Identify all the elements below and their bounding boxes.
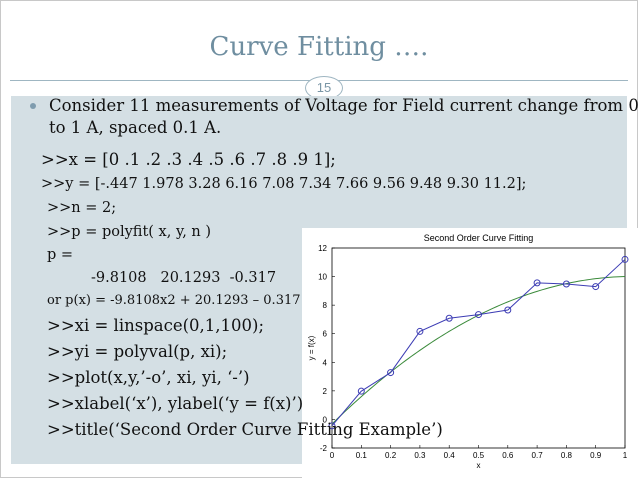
data-point-marker	[592, 283, 600, 291]
x-tick-label: 0.8	[561, 451, 573, 460]
x-tick-label: 0.7	[532, 451, 544, 460]
data-point-marker	[357, 387, 365, 395]
data-point-marker	[387, 369, 395, 377]
x-tick-label: 0.6	[502, 451, 514, 460]
x-tick-label: 0.9	[590, 451, 602, 460]
data-point-marker	[562, 280, 570, 288]
y-tick-label: 0	[323, 415, 328, 424]
code-line: >>x = [0 .1 .2 .3 .4 .5 .6 .7 .8 .9 1];	[41, 150, 336, 169]
bullet-text-continued: to 1 A, spaced 0.1 A.	[49, 118, 222, 137]
chart-title: Second Order Curve Fitting	[424, 233, 534, 243]
data-point-marker	[416, 327, 424, 335]
y-axis-label: y = f(x)	[307, 335, 316, 360]
y-tick-label: 12	[318, 244, 327, 253]
code-line: >>xi = linspace(0,1,100);	[47, 316, 265, 335]
y-tick-label: 6	[323, 330, 328, 339]
data-series-line	[331, 259, 626, 427]
code-line: >>p = polyfit( x, y, n )	[47, 224, 212, 240]
plot-panel: Second Order Curve Fitting 0 0.1 0.2 0.3 0.4 0…	[302, 228, 638, 478]
plot-axes-box	[331, 247, 626, 449]
data-point-marker	[533, 279, 541, 287]
code-line: or p(x) = -9.8108x2 + 20.1293 – 0.317	[47, 293, 301, 308]
code-line: >>plot(x,y,’-o’, xi, yi, ‘-’)	[47, 368, 250, 387]
x-tick-label: 0	[330, 451, 335, 460]
y-tick-label: 2	[323, 387, 328, 396]
code-line: >>yi = polyval(p, xi);	[47, 342, 228, 361]
data-point-marker	[621, 255, 629, 263]
code-line: p =	[47, 247, 74, 263]
curve-fitting-chart: Second Order Curve Fitting 0 0.1 0.2 0.3 0.4 0…	[307, 233, 629, 470]
x-tick-label: 0.2	[385, 451, 397, 460]
data-point-marker	[328, 422, 336, 430]
y-tick-label: -2	[320, 444, 328, 453]
x-tick-label: 0.4	[444, 451, 456, 460]
code-line: -9.8108 20.1293 -0.317	[91, 270, 277, 286]
x-tick-label: 0.3	[414, 451, 426, 460]
data-point-marker	[475, 311, 482, 319]
x-tick-label: 0.1	[356, 451, 368, 460]
slide-title: Curve Fitting ….	[209, 32, 429, 62]
code-line: >>y = [-.447 1.978 3.28 6.16 7.08 7.34 7…	[41, 176, 527, 192]
bullet-icon	[30, 103, 36, 109]
data-point-marker	[504, 306, 512, 314]
y-tick-label: 10	[318, 273, 327, 282]
data-point-marker	[445, 314, 453, 322]
y-tick-label: 4	[323, 358, 328, 367]
x-axis-label: x	[477, 461, 481, 470]
code-line: >>n = 2;	[47, 200, 117, 216]
code-line: >>xlabel(‘x’), ylabel(‘y = f(x)’)	[47, 394, 304, 413]
y-tick-label: 8	[323, 301, 328, 310]
bullet-text: Consider 11 measurements of Voltage for …	[49, 96, 638, 115]
x-tick-label: 1	[623, 451, 628, 460]
code-line: >>title(‘Second Order Curve Fitting Exam…	[47, 420, 443, 439]
x-tick-label: 0.5	[473, 451, 485, 460]
fit-curve-line	[331, 276, 626, 425]
